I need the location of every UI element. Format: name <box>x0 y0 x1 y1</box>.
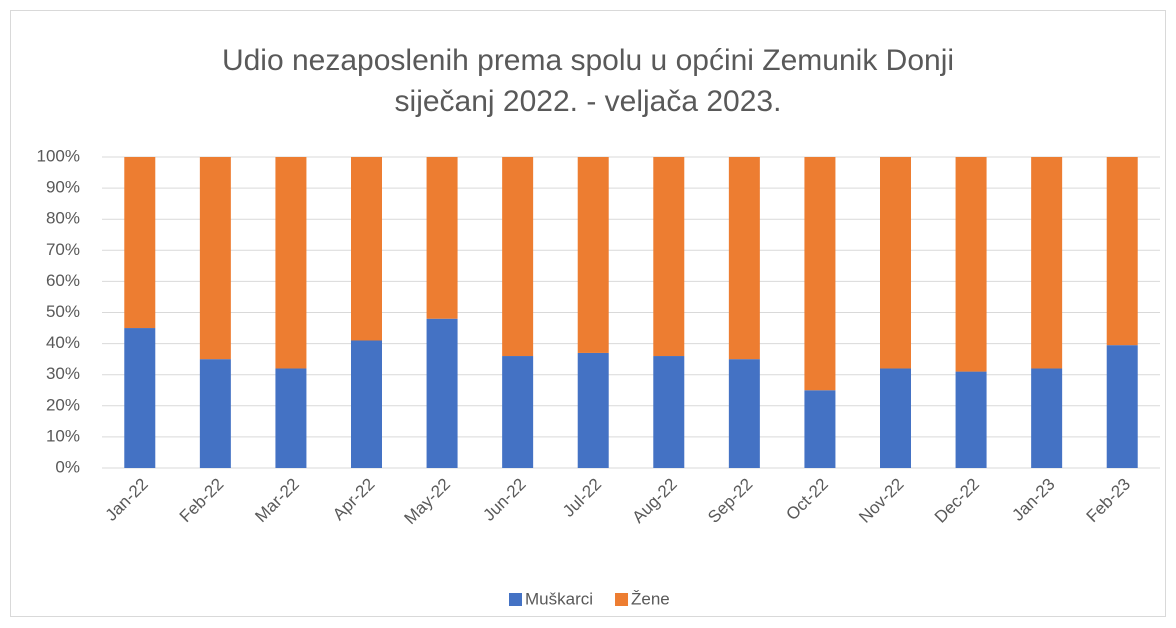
y-tick-label: 50% <box>46 302 80 321</box>
y-tick-label: 30% <box>46 364 80 383</box>
bar-segment <box>1031 157 1063 369</box>
bar-segment <box>502 356 534 468</box>
bar-segment <box>351 157 382 341</box>
y-tick-label: 80% <box>46 209 80 228</box>
bar-segment <box>1031 368 1063 468</box>
bar-segment <box>351 340 382 468</box>
y-tick-label: 0% <box>55 457 80 476</box>
bar-segment <box>275 368 307 468</box>
bar-segment <box>577 352 609 468</box>
bar-segment <box>502 157 534 357</box>
legend-label: Žene <box>631 589 670 608</box>
chart-subtitle: siječanj 2022. - veljača 2023. <box>395 85 782 118</box>
bar-segment <box>1106 345 1138 468</box>
y-tick-label: 20% <box>46 395 80 414</box>
bar-segment <box>804 390 836 468</box>
bar-segment <box>955 371 987 468</box>
bar-segment <box>653 157 685 357</box>
bar-segment <box>124 157 156 329</box>
bar-segment <box>653 356 685 468</box>
bar-segment <box>728 359 760 468</box>
y-tick-label: 70% <box>46 240 80 259</box>
legend-swatch <box>509 593 522 606</box>
chart-title: Udio nezaposlenih prema spolu u općini Z… <box>222 44 954 77</box>
y-tick-label: 90% <box>46 178 80 197</box>
bar-segment <box>1106 157 1138 346</box>
bar-segment <box>426 157 458 319</box>
bar-segment <box>275 157 307 369</box>
y-tick-label: 40% <box>46 333 80 352</box>
bar-segment <box>955 157 987 372</box>
bar-segment <box>426 318 458 468</box>
bar-segment <box>199 359 231 468</box>
bar-segment <box>880 368 911 468</box>
y-tick-label: 100% <box>37 146 80 165</box>
bar-segment <box>728 157 760 360</box>
bar-segment <box>804 157 836 391</box>
bar-segment <box>880 157 911 369</box>
legend-label: Muškarci <box>525 589 593 608</box>
bar-segment <box>199 157 231 360</box>
y-tick-label: 10% <box>46 426 80 445</box>
bar-segment <box>577 157 609 353</box>
y-tick-label: 60% <box>46 271 80 290</box>
bar-segment <box>124 328 156 468</box>
legend-swatch <box>615 593 629 606</box>
